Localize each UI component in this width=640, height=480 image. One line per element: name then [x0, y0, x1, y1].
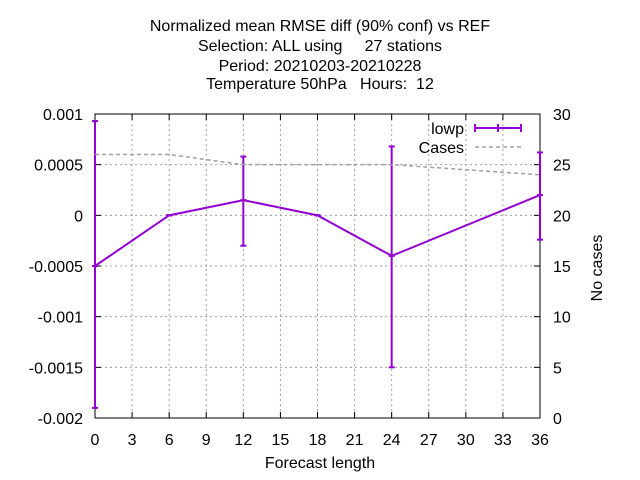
x-tick-label: 30	[457, 432, 475, 449]
legend-label-Cases: Cases	[419, 140, 464, 157]
y2-tick-label: 10	[553, 310, 571, 327]
legend-label-lowp: lowp	[431, 121, 464, 138]
x-tick-label: 0	[91, 432, 100, 449]
y2-tick-label: 30	[553, 107, 571, 124]
y-tick-label: -0.0015	[29, 360, 83, 377]
y2-tick-label: 25	[553, 158, 571, 175]
chart-title-line-1: Normalized mean RMSE diff (90% conf) vs …	[149, 18, 491, 35]
x-tick-label: 12	[234, 432, 252, 449]
y2-tick-label: 20	[553, 208, 571, 225]
x-tick-label: 15	[272, 432, 290, 449]
y-tick-label: 0	[74, 208, 83, 225]
y-tick-label: -0.0005	[29, 259, 83, 276]
x-tick-label: 6	[165, 432, 174, 449]
y2-tick-label: 15	[553, 259, 571, 276]
x-tick-label: 21	[346, 432, 364, 449]
y-tick-label: 0.0005	[34, 158, 83, 175]
x-tick-label: 18	[309, 432, 327, 449]
x-tick-label: 36	[531, 432, 549, 449]
chart-title-line-4: Temperature 50hPa Hours: 12	[206, 76, 434, 93]
y2-tick-label: 5	[553, 360, 562, 377]
y-tick-label: 0.001	[43, 107, 83, 124]
series-line-lowp	[94, 194, 541, 267]
y-tick-label: -0.001	[38, 310, 83, 327]
x-tick-label: 33	[494, 432, 512, 449]
x-tick-label: 24	[383, 432, 401, 449]
chart-title-line-2: Selection: ALL using 27 stations	[197, 38, 442, 55]
y-tick-label: -0.002	[38, 411, 83, 428]
y2-axis-label: No cases	[589, 234, 606, 302]
chart-title-line-3: Period: 20210203-20210228	[218, 58, 422, 75]
x-tick-label: 27	[420, 432, 438, 449]
x-axis-label: Forecast length	[264, 455, 376, 472]
y2-tick-label: 0	[553, 411, 562, 428]
x-tick-label: 9	[202, 432, 211, 449]
x-tick-label: 3	[128, 432, 137, 449]
series-line-Cases	[95, 153, 541, 176]
